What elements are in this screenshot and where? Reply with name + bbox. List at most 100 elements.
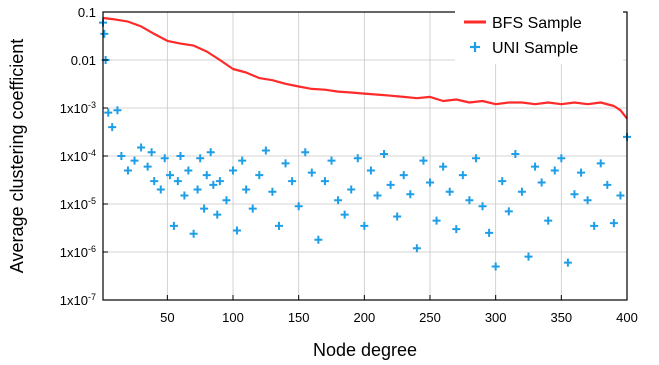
uni-data-point [347, 185, 356, 194]
uni-data-point [193, 185, 202, 194]
uni-data-point [104, 108, 113, 117]
uni-data-point [504, 207, 513, 216]
uni-data-point [616, 191, 625, 200]
uni-data-point [137, 143, 146, 152]
uni-data-point [274, 221, 283, 230]
uni-data-point [577, 168, 586, 177]
uni-data-point [213, 210, 222, 219]
uni-data-point [215, 177, 224, 186]
uni-data-point [229, 166, 238, 175]
uni-data-point [147, 148, 156, 157]
uni-data-point [150, 177, 159, 186]
uni-data-point [373, 191, 382, 200]
uni-data-point [320, 177, 329, 186]
uni-data-point [242, 185, 251, 194]
x-tick-label: 200 [353, 310, 375, 325]
uni-data-point [393, 212, 402, 221]
uni-data-point [360, 221, 369, 230]
uni-data-point [173, 177, 182, 186]
uni-data-point [531, 162, 540, 171]
uni-data-point [511, 150, 520, 159]
uni-data-point [366, 166, 375, 175]
uni-data-point [517, 187, 526, 196]
uni-data-point [248, 204, 257, 213]
uni-data-point [550, 166, 559, 175]
uni-data-point [426, 178, 435, 187]
x-axis: 50 100 150 200 250 300 350 400 [160, 295, 638, 325]
uni-data-point [583, 196, 592, 205]
y-tick-label: 0.1 [78, 5, 96, 20]
uni-data-point [113, 106, 122, 115]
uni-data-point [165, 171, 174, 180]
uni-data-point [465, 196, 474, 205]
uni-data-point [458, 171, 467, 180]
x-tick-label: 50 [160, 310, 174, 325]
uni-data-point [419, 156, 428, 165]
x-tick-label: 300 [485, 310, 507, 325]
x-tick-label: 250 [419, 310, 441, 325]
uni-data-point [222, 196, 231, 205]
uni-data-point [445, 187, 454, 196]
uni-data-point [100, 29, 109, 38]
legend-swatch-uni [470, 42, 480, 52]
uni-data-point [334, 196, 343, 205]
uni-data-point [200, 204, 209, 213]
legend-background [455, 8, 623, 64]
uni-data-point [563, 258, 572, 267]
uni-data-point [399, 171, 408, 180]
uni-data-point [176, 152, 185, 160]
uni-data-point [386, 180, 395, 189]
uni-data-point [471, 154, 480, 163]
uni-data-point [557, 154, 566, 163]
y-axis: 0.1 0.01 1x10-3 1x10-4 1x10-5 1x10-6 1x10-7 [60, 5, 108, 308]
uni-data-point [380, 150, 389, 159]
y-tick-label: 1x10-3 [60, 100, 96, 116]
uni-data-point [261, 146, 270, 155]
series-bfs-sample [102, 16, 628, 120]
uni-data-point [123, 166, 132, 175]
uni-data-point [485, 228, 494, 237]
uni-data-point [498, 177, 507, 186]
legend-label-bfs: BFS Sample [492, 15, 582, 32]
uni-data-point [189, 229, 198, 238]
uni-data-point [439, 162, 448, 171]
legend-label-uni: UNI Sample [492, 40, 578, 57]
uni-data-point [596, 159, 605, 168]
uni-data-point [238, 156, 247, 165]
series-layer [99, 16, 631, 271]
uni-data-point [570, 190, 579, 199]
uni-data-point [232, 226, 241, 235]
uni-data-point [268, 187, 277, 196]
uni-data-point [160, 154, 169, 163]
bfs-series-line [102, 16, 628, 120]
uni-data-point [327, 156, 336, 165]
uni-data-point [340, 210, 349, 219]
uni-data-point [143, 162, 152, 171]
uni-data-point [209, 180, 218, 189]
uni-data-point [184, 166, 193, 175]
uni-data-point [288, 177, 297, 186]
uni-data-point [314, 235, 323, 244]
uni-data-point [196, 154, 205, 163]
series-uni-sample [99, 18, 631, 271]
uni-data-point [169, 221, 178, 230]
uni-data-point [537, 178, 546, 187]
x-tick-label: 150 [288, 310, 310, 325]
uni-data-point [544, 216, 553, 225]
uni-data-point [432, 216, 441, 225]
uni-data-point [255, 171, 264, 180]
uni-data-point [180, 191, 189, 200]
uni-data-point [603, 180, 612, 189]
uni-data-point [452, 225, 461, 234]
x-tick-label: 350 [550, 310, 572, 325]
uni-data-point [202, 171, 211, 180]
y-tick-label: 1x10-5 [60, 196, 96, 212]
uni-data-point [478, 202, 487, 211]
uni-data-point [590, 221, 599, 230]
uni-data-point [130, 156, 139, 165]
y-tick-label: 0.01 [71, 53, 96, 68]
x-tick-label: 400 [616, 310, 638, 325]
uni-data-point [108, 123, 117, 132]
legend: BFS Sample UNI Sample [455, 8, 623, 64]
